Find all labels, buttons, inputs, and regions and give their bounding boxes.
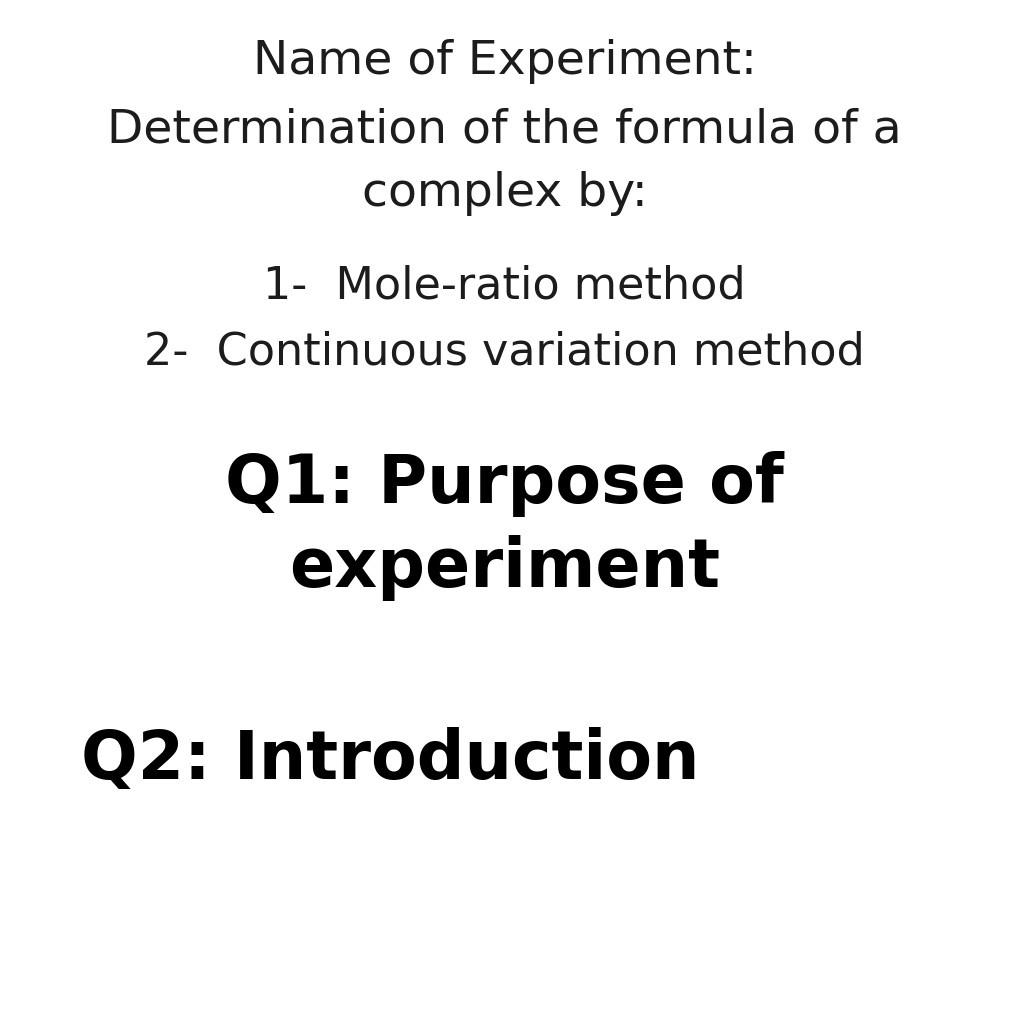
Text: 1-  Mole-ratio method: 1- Mole-ratio method — [263, 264, 746, 307]
Text: Determination of the formula of a: Determination of the formula of a — [107, 108, 902, 153]
Text: 2-  Continuous variation method: 2- Continuous variation method — [144, 331, 865, 374]
Text: Q1: Purpose of: Q1: Purpose of — [225, 451, 784, 516]
Text: experiment: experiment — [289, 535, 720, 600]
Text: complex by:: complex by: — [361, 171, 648, 216]
Text: Q2: Introduction: Q2: Introduction — [81, 727, 699, 793]
Text: Name of Experiment:: Name of Experiment: — [252, 39, 757, 84]
